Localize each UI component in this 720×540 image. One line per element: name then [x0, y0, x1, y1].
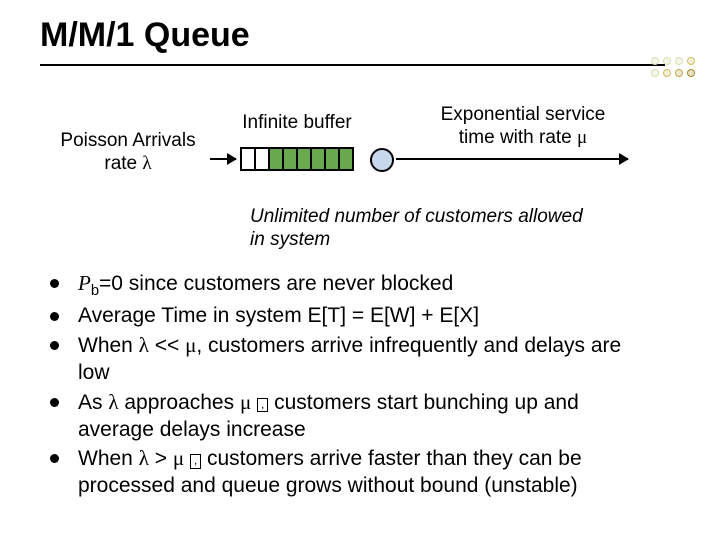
server-circle-icon — [370, 148, 394, 172]
arrivals-label: Poisson Arrivalsrate λ — [48, 130, 208, 176]
bullet-list: Pb=0 since customers are never blockedAv… — [44, 270, 656, 502]
bullet-item: As λ approaches μ , customers start bunc… — [44, 389, 656, 444]
bullet-item: When λ << μ, customers arrive infrequent… — [44, 332, 656, 387]
title-underline — [40, 64, 665, 66]
slide: M/M/1 Queue Poisson Arrivalsrate λ Infin… — [0, 0, 720, 540]
buffer-icon — [240, 147, 354, 171]
arrow-out-icon — [396, 158, 628, 160]
corner-dot-grid — [650, 56, 698, 80]
bullet-item: Pb=0 since customers are never blocked — [44, 270, 656, 301]
unlimited-note: Unlimited number of customers allowed in… — [250, 206, 590, 252]
arrow-in-icon — [210, 158, 236, 160]
exponential-label: Exponential servicetime with rate μ — [418, 104, 628, 150]
bullet-item: Average Time in system E[T] = E[W] + E[X… — [44, 303, 656, 330]
bullet-item: When λ > μ , customers arrive faster tha… — [44, 445, 656, 500]
slide-title: M/M/1 Queue — [40, 16, 250, 55]
infinite-buffer-label: Infinite buffer — [232, 112, 362, 135]
